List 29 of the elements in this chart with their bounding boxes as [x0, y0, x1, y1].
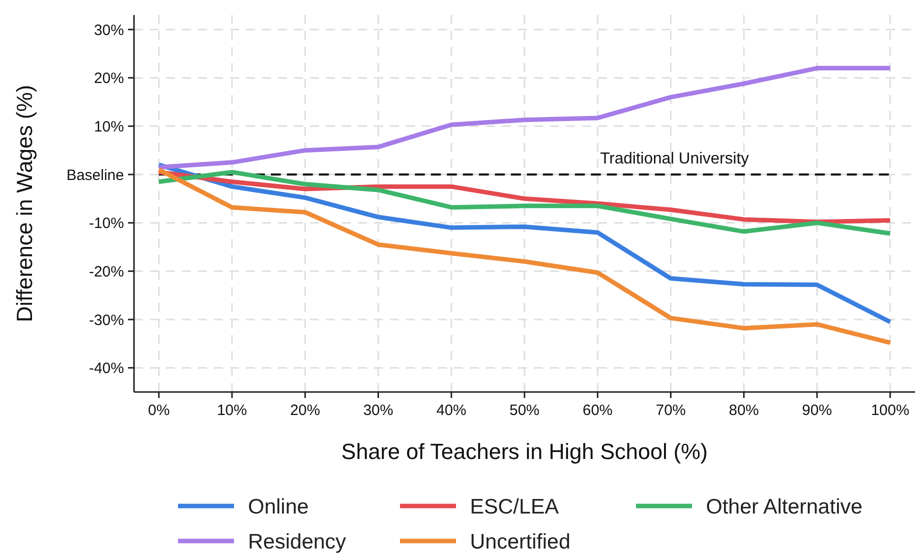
- y-tick-label: 20%: [94, 70, 124, 88]
- y-axis-title: Difference in Wages (%): [12, 84, 37, 322]
- y-tick-label: 10%: [94, 118, 124, 136]
- legend-label: Online: [248, 495, 309, 518]
- line-series: [156, 66, 892, 170]
- y-tick-label: 30%: [94, 22, 124, 39]
- y-tick-label: -40%: [88, 360, 124, 378]
- x-tick-label: 100%: [870, 402, 910, 419]
- x-tick-label: 60%: [582, 402, 613, 419]
- ref-line-label: Traditional University: [600, 150, 749, 168]
- legend-label: ESC/LEA: [470, 495, 559, 518]
- x-tick-label: 90%: [802, 402, 832, 419]
- y-tick-label: -20%: [88, 263, 124, 280]
- x-tick-label: 30%: [363, 402, 394, 419]
- x-tick-label: 80%: [728, 402, 759, 419]
- y-tick-label: -30%: [88, 312, 124, 329]
- x-tick-label: 40%: [436, 402, 466, 419]
- x-tick-label: 50%: [509, 402, 540, 419]
- legend-label: Residency: [248, 530, 347, 554]
- x-tick-label: 20%: [290, 402, 320, 419]
- y-tick-label: Baseline: [66, 166, 124, 184]
- line-series: [156, 170, 892, 236]
- x-tick-label: 10%: [216, 402, 248, 419]
- x-axis-title: Share of Teachers in High School (%): [341, 439, 708, 464]
- legend-label: Uncertified: [470, 530, 570, 554]
- legend-label: Other Alternative: [706, 495, 862, 518]
- x-tick-label: 70%: [656, 402, 686, 419]
- x-tick-label: 0%: [148, 402, 170, 419]
- y-tick-label: -10%: [88, 215, 124, 232]
